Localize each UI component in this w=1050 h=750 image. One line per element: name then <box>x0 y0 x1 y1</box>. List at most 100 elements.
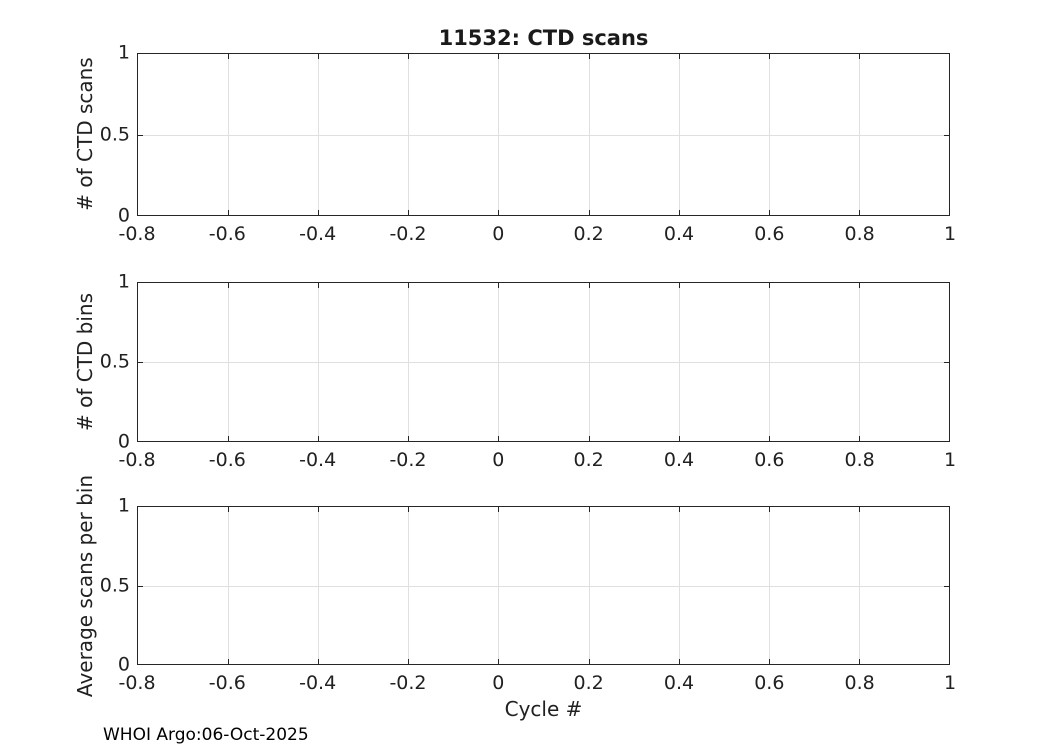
x-tick-label: 0.6 <box>754 672 785 694</box>
x-tick-bottom <box>408 659 410 664</box>
x-tick-top <box>318 507 320 512</box>
figure-title: 11532: CTD scans <box>438 26 649 50</box>
x-tick-top <box>498 54 500 59</box>
x-tick-label: 0.4 <box>663 449 695 471</box>
y-tick-labels-avg-scans: 0 0.5 1 <box>0 495 130 675</box>
x-tick-bottom <box>858 210 860 215</box>
y-tick-label: 1 <box>117 270 130 293</box>
x-tick-label: 0.8 <box>844 449 875 471</box>
x-tick-top <box>588 283 590 288</box>
x-tick-bottom <box>588 436 590 441</box>
y-tick-left <box>138 362 143 363</box>
x-tick-top <box>678 283 680 288</box>
y-tick-right <box>944 585 949 587</box>
x-tick-labels-avg-scans: -0.8 -0.6 -0.4 -0.2 0 0.2 0.4 0.6 0.8 1 <box>118 671 956 695</box>
y-tick-label: 0 <box>117 430 130 453</box>
x-tick-label: -0.6 <box>208 672 246 694</box>
x-tick-bottom <box>678 436 680 441</box>
x-tick-bottom <box>498 659 500 664</box>
x-tick-top <box>768 54 770 59</box>
x-tick-bottom <box>228 659 230 664</box>
x-tick-bottom <box>588 659 590 664</box>
plot-area-ctd-bins <box>137 282 950 442</box>
x-tick-bottom <box>588 210 590 215</box>
y-tick-left <box>138 585 143 587</box>
x-tick-top <box>498 283 500 288</box>
x-tick-top <box>228 507 230 512</box>
x-tick-label: 0.6 <box>754 449 785 471</box>
x-tick-label: -0.8 <box>118 449 156 471</box>
x-tick-label: 0.6 <box>754 223 785 245</box>
x-tick-bottom <box>498 436 500 441</box>
x-tick-label: -0.2 <box>389 223 427 245</box>
x-tick-bottom <box>678 210 680 215</box>
footer-timestamp: WHOI Argo:06-Oct-2025 <box>103 725 309 745</box>
x-tick-top <box>228 54 230 59</box>
x-tick-label: 0.2 <box>573 672 604 694</box>
y-tick-right <box>944 362 949 363</box>
x-tick-label: -0.8 <box>118 223 156 245</box>
y-tick-label: 0 <box>117 653 130 676</box>
y-gridline <box>138 362 949 363</box>
x-tick-bottom <box>678 659 680 664</box>
y-tick-label: 1 <box>117 494 130 517</box>
x-tick-bottom <box>768 210 770 215</box>
x-tick-labels-ctd-bins: -0.8 -0.6 -0.4 -0.2 0 0.2 0.4 0.6 0.8 1 <box>118 448 956 472</box>
x-tick-label: -0.2 <box>389 672 427 694</box>
x-tick-bottom <box>318 659 320 664</box>
x-tick-label: -0.2 <box>389 449 427 471</box>
x-tick-label: 0 <box>492 672 505 694</box>
plot-area-ctd-scans <box>137 53 950 216</box>
x-tick-bottom <box>408 210 410 215</box>
y-tick-labels-ctd-scans: 0 0.5 1 <box>0 42 130 226</box>
x-tick-label: 0.8 <box>844 672 875 694</box>
x-tick-top <box>768 507 770 512</box>
x-tick-top <box>588 54 590 59</box>
x-tick-top <box>858 507 860 512</box>
x-tick-label: 0.2 <box>573 449 604 471</box>
x-tick-top <box>318 54 320 59</box>
x-tick-label: 0.2 <box>573 223 604 245</box>
x-tick-label: -0.6 <box>208 223 246 245</box>
x-tick-bottom <box>318 210 320 215</box>
x-tick-bottom <box>858 436 860 441</box>
x-tick-top <box>858 283 860 288</box>
x-tick-label: -0.8 <box>118 672 156 694</box>
y-tick-labels-ctd-bins: 0 0.5 1 <box>0 271 130 452</box>
x-tick-label: -0.4 <box>299 672 337 694</box>
x-tick-label: 1 <box>943 449 957 471</box>
x-tick-label: -0.6 <box>208 449 246 471</box>
x-tick-top <box>588 507 590 512</box>
x-tick-top <box>228 283 230 288</box>
x-tick-top <box>408 54 410 59</box>
x-tick-bottom <box>408 436 410 441</box>
x-tick-bottom <box>858 659 860 664</box>
x-tick-label: -0.4 <box>299 449 337 471</box>
x-tick-bottom <box>318 436 320 441</box>
x-tick-labels-ctd-scans: -0.8 -0.6 -0.4 -0.2 0 0.2 0.4 0.6 0.8 1 <box>118 222 956 246</box>
x-tick-label: 0.8 <box>844 223 875 245</box>
x-tick-top <box>858 54 860 59</box>
x-tick-top <box>408 283 410 288</box>
x-tick-top <box>498 507 500 512</box>
x-axis-label: Cycle # <box>504 697 583 721</box>
x-tick-top <box>318 283 320 288</box>
x-tick-label: 0.4 <box>663 672 695 694</box>
x-tick-label: 0 <box>492 449 505 471</box>
x-tick-label: 1 <box>943 223 957 245</box>
x-tick-label: -0.4 <box>299 223 337 245</box>
x-tick-top <box>408 507 410 512</box>
y-gridline <box>138 134 949 136</box>
x-tick-label: 0 <box>492 223 505 245</box>
x-tick-bottom <box>228 210 230 215</box>
x-tick-label: 1 <box>943 672 957 694</box>
x-tick-label: 0.4 <box>663 223 695 245</box>
y-gridline <box>138 585 949 587</box>
y-tick-label: 0.5 <box>99 350 130 373</box>
x-tick-top <box>678 54 680 59</box>
x-tick-top <box>678 507 680 512</box>
x-tick-bottom <box>768 659 770 664</box>
x-tick-top <box>768 283 770 288</box>
y-tick-left <box>138 134 143 136</box>
